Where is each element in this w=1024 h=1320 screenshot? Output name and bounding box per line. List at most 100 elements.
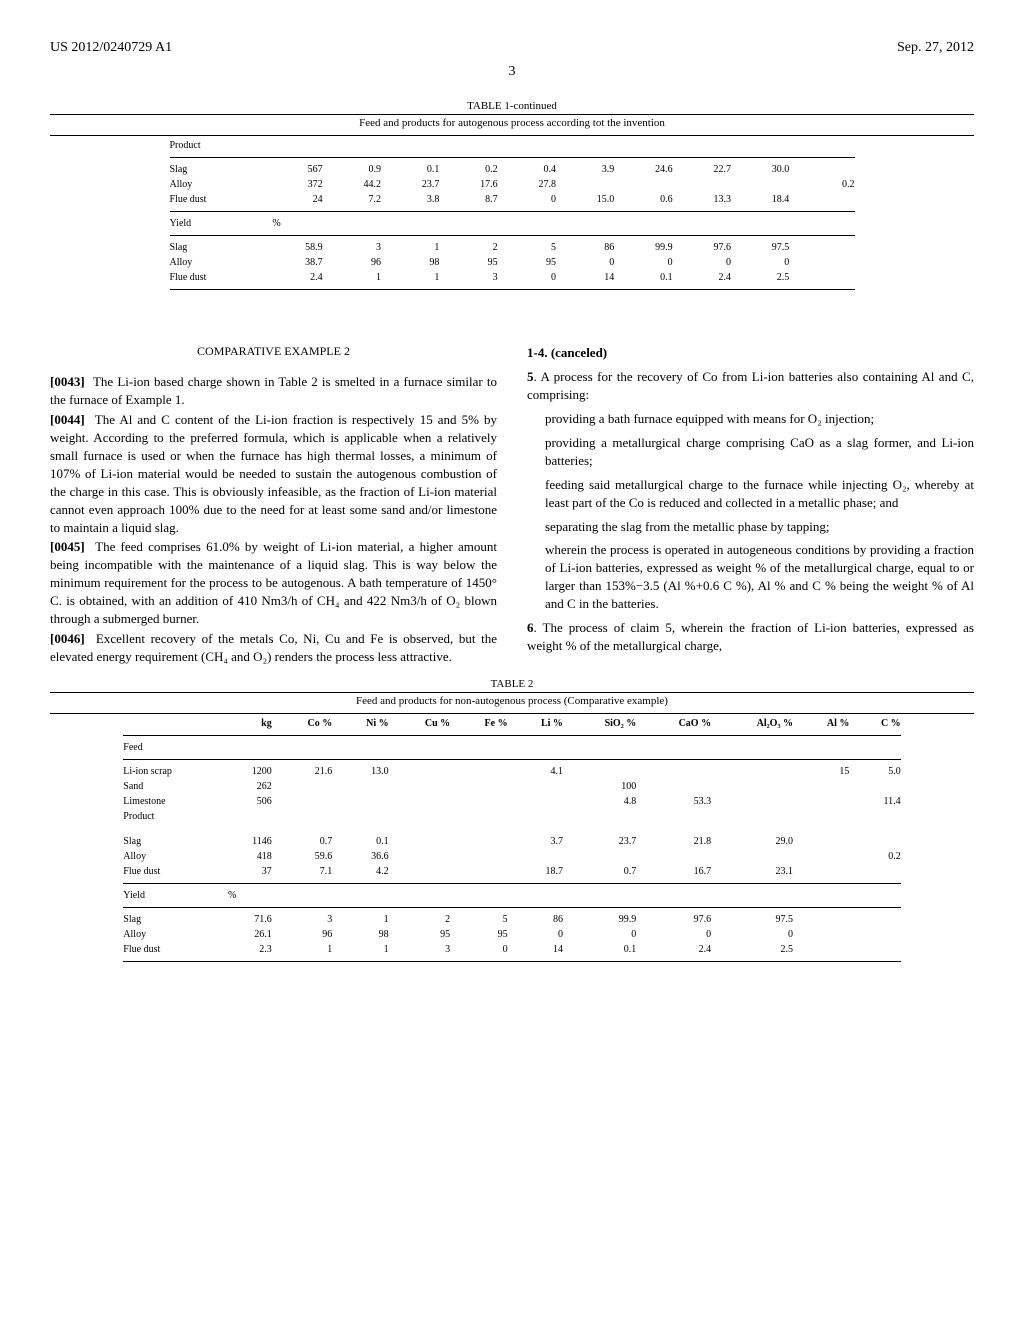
table-cell: 21.6 (276, 764, 337, 779)
table-cell: 418 (224, 849, 276, 864)
table-cell (797, 834, 853, 849)
table-cell: 86 (560, 240, 618, 255)
comparative-example-body: [0043] The Li-ion based charge shown in … (50, 373, 497, 666)
table-cell: 97.6 (640, 912, 715, 927)
table-cell (812, 270, 859, 285)
table-cell: 0 (618, 255, 676, 270)
table-cell: 0.9 (327, 162, 385, 177)
table-cell: 44.2 (327, 177, 385, 192)
table-header-cell: Li % (512, 716, 567, 731)
table-cell: 15 (797, 764, 853, 779)
table-header-cell: C % (853, 716, 904, 731)
body-paragraph: [0045] The feed comprises 61.0% by weigh… (50, 538, 497, 628)
table-row: Slag11460.70.13.723.721.829.0 (119, 834, 904, 849)
table-cell: 4.2 (336, 864, 392, 879)
table-cell: 4.1 (512, 764, 567, 779)
table-cell: 96 (327, 255, 385, 270)
table-cell: 372 (268, 177, 326, 192)
table-cell (393, 849, 455, 864)
table-cell: Limestone (119, 794, 224, 809)
table2-title: TABLE 2 (50, 678, 974, 690)
table-cell (393, 834, 455, 849)
table-cell: 95 (502, 255, 560, 270)
table-cell (793, 177, 811, 192)
table-cell: 1146 (224, 834, 276, 849)
table-cell: 0 (567, 927, 640, 942)
table1-subtitle: Feed and products for autogenous process… (50, 117, 974, 129)
page-header: US 2012/0240729 A1 Sep. 27, 2012 (50, 40, 974, 56)
table-cell (715, 764, 797, 779)
table-header-cell: Co % (276, 716, 337, 731)
table-cell (793, 255, 811, 270)
table-cell: 13.0 (336, 764, 392, 779)
table-cell (512, 794, 567, 809)
table-header-cell: Cu % (393, 716, 455, 731)
table-cell (640, 849, 715, 864)
table-cell: 95 (454, 927, 511, 942)
table-cell: 99.9 (618, 240, 676, 255)
table-row: Alloy26.1969895950000 (119, 927, 904, 942)
table-cell (715, 779, 797, 794)
table-cell: 97.6 (677, 240, 735, 255)
table-cell: 3.9 (560, 162, 618, 177)
table-cell (393, 764, 455, 779)
table-cell: 506 (224, 794, 276, 809)
table-cell: Slag (166, 162, 269, 177)
table-row: Flue dust377.14.218.70.716.723.1 (119, 864, 904, 879)
table-cell: 18.4 (735, 192, 793, 207)
table-cell: Slag (119, 834, 224, 849)
table-cell (797, 912, 853, 927)
table-cell (812, 240, 859, 255)
table-cell (454, 849, 511, 864)
table-cell: Flue dust (119, 942, 224, 957)
body-paragraph: [0046] Excellent recovery of the metals … (50, 630, 497, 666)
table-row: Slag5670.90.10.20.43.924.622.730.0 (166, 162, 859, 177)
table-cell: 1 (336, 942, 392, 957)
table-cell: Alloy (119, 927, 224, 942)
table-cell (567, 764, 640, 779)
table-cell: 2 (393, 912, 455, 927)
table-row: Flue dust2.41130140.12.42.5 (166, 270, 859, 285)
table-cell: 27.8 (502, 177, 560, 192)
table-cell (797, 794, 853, 809)
table-cell (640, 764, 715, 779)
table-cell: 5.0 (853, 764, 904, 779)
table-header-cell: kg (224, 716, 276, 731)
table-cell: 11.4 (853, 794, 904, 809)
table-cell (793, 270, 811, 285)
page-number: 3 (50, 64, 974, 80)
table-cell: 26.1 (224, 927, 276, 942)
table-cell (797, 942, 853, 957)
table-cell: 1 (327, 270, 385, 285)
table2-section-yield: Yield (119, 888, 224, 903)
table-cell (853, 779, 904, 794)
table-cell (797, 849, 853, 864)
table-row: Slag71.631258699.997.697.5 (119, 912, 904, 927)
table-cell (454, 794, 511, 809)
table-row: Alloy41859.636.60.2 (119, 849, 904, 864)
table-cell: 7.1 (276, 864, 337, 879)
table-cell: 97.5 (735, 240, 793, 255)
table-header-cell: Fe % (454, 716, 511, 731)
table-cell: 18.7 (512, 864, 567, 879)
table-cell: 0.4 (502, 162, 560, 177)
table-cell (793, 240, 811, 255)
table-row: Slag58.931258699.997.697.5 (166, 240, 859, 255)
table-cell: 24 (268, 192, 326, 207)
table-cell: 0.1 (336, 834, 392, 849)
paragraph-number: [0043] (50, 374, 85, 389)
table-cell: 3.8 (385, 192, 443, 207)
table-cell: 17.6 (443, 177, 501, 192)
claim-step: providing a metallurgical charge compris… (527, 434, 974, 470)
table-cell: 1 (385, 270, 443, 285)
table2-section-product: Product (119, 809, 224, 824)
table-cell: Alloy (166, 177, 269, 192)
table-cell: 100 (567, 779, 640, 794)
table-cell: Flue dust (166, 192, 269, 207)
table-cell: 23.7 (567, 834, 640, 849)
table-cell (336, 779, 392, 794)
publication-date: Sep. 27, 2012 (897, 40, 974, 56)
table-cell: 0.7 (276, 834, 337, 849)
table-cell (393, 779, 455, 794)
table-cell: 23.1 (715, 864, 797, 879)
